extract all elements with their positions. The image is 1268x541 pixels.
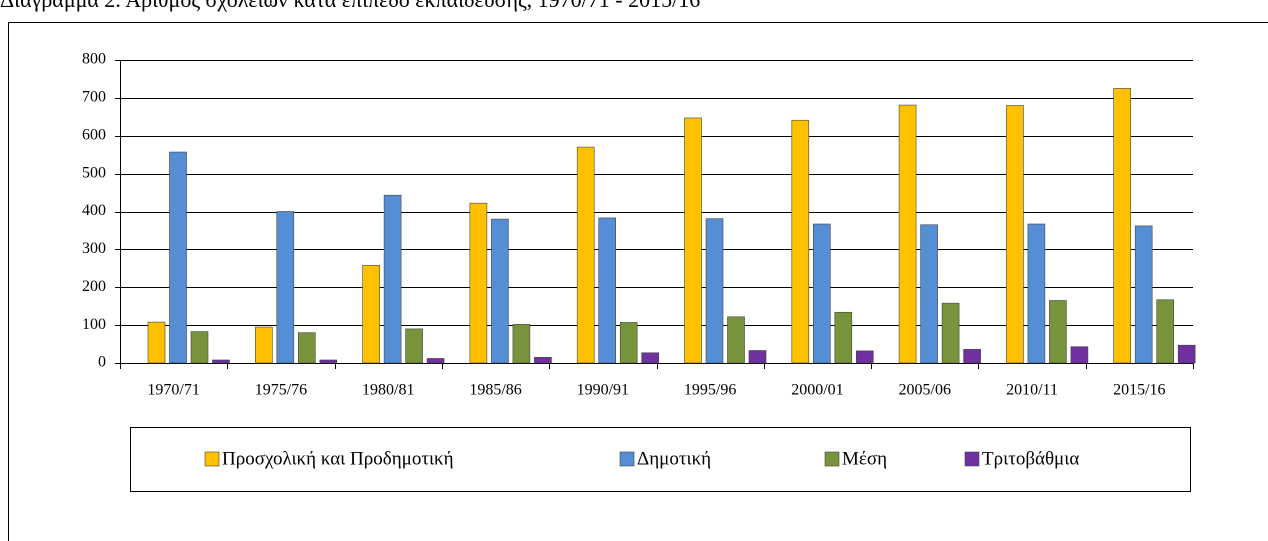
bar [405, 328, 423, 364]
legend-swatch [619, 451, 635, 467]
bar [147, 321, 166, 364]
bar [1156, 299, 1174, 364]
bar [1049, 300, 1067, 364]
bar [512, 324, 531, 364]
x-tick-label: 2015/16 [1113, 382, 1165, 399]
x-tick-label: 2005/06 [899, 382, 951, 399]
x-tick-label: 1985/86 [469, 382, 521, 399]
bar [684, 117, 702, 364]
bar [190, 331, 209, 364]
bar [598, 217, 617, 364]
legend-swatch [964, 451, 980, 467]
bar [255, 326, 273, 364]
bar [1070, 346, 1089, 364]
legend-box [130, 427, 1191, 492]
x-tick-label: 1990/91 [577, 382, 629, 399]
bar [834, 311, 853, 364]
y-tick-label: 600 [82, 126, 106, 143]
x-tick-label: 2000/01 [791, 382, 843, 399]
x-tick-label: 1995/96 [684, 382, 736, 399]
bar [727, 316, 745, 364]
legend-swatch [824, 451, 840, 467]
bar [491, 218, 509, 364]
bar [534, 357, 552, 364]
bar [576, 146, 595, 364]
y-tick-label: 0 [98, 354, 106, 371]
bar [941, 302, 960, 364]
x-tick-label: 2010/11 [1006, 382, 1058, 399]
legend-label: Τριτοβάθμια [982, 448, 1079, 469]
bar [619, 322, 638, 364]
bar [319, 359, 338, 364]
bar [963, 349, 981, 364]
y-tick-label: 200 [82, 278, 106, 295]
legend-label: Μέση [842, 448, 887, 469]
y-tick-label: 800 [82, 51, 106, 68]
bar [212, 359, 230, 364]
legend-label: Προσχολική και Προδημοτική [222, 448, 454, 469]
y-tick-label: 700 [82, 89, 106, 106]
bar [1027, 223, 1046, 364]
x-tick-label: 1980/81 [362, 382, 414, 399]
chart-title: Διάγραμμα 2. Αριθμός σχολείων κατά επίπε… [0, 0, 700, 12]
y-tick-label: 500 [82, 164, 106, 181]
x-tick-label: 1970/71 [147, 382, 199, 399]
bar [898, 104, 917, 364]
bar [812, 223, 831, 364]
bar [1113, 88, 1131, 364]
bar [791, 119, 810, 364]
bar [469, 202, 488, 364]
bar [1134, 225, 1153, 364]
bar [169, 151, 187, 364]
bar [1177, 344, 1196, 364]
legend-label: Δημοτική [637, 448, 711, 469]
bar [641, 352, 660, 364]
bar [383, 194, 402, 364]
bar [1006, 105, 1024, 364]
bar [748, 350, 767, 364]
bar [920, 224, 938, 364]
bar [297, 332, 316, 364]
y-tick-label: 300 [82, 240, 106, 257]
bar [362, 264, 380, 364]
y-tick-label: 100 [82, 316, 106, 333]
chart-border [8, 22, 1268, 541]
bar [426, 358, 445, 364]
legend-swatch [204, 451, 220, 467]
bar [705, 218, 724, 364]
bar [276, 211, 295, 364]
x-tick-label: 1975/76 [255, 382, 307, 399]
y-tick-label: 400 [82, 202, 106, 219]
bar [855, 350, 874, 364]
